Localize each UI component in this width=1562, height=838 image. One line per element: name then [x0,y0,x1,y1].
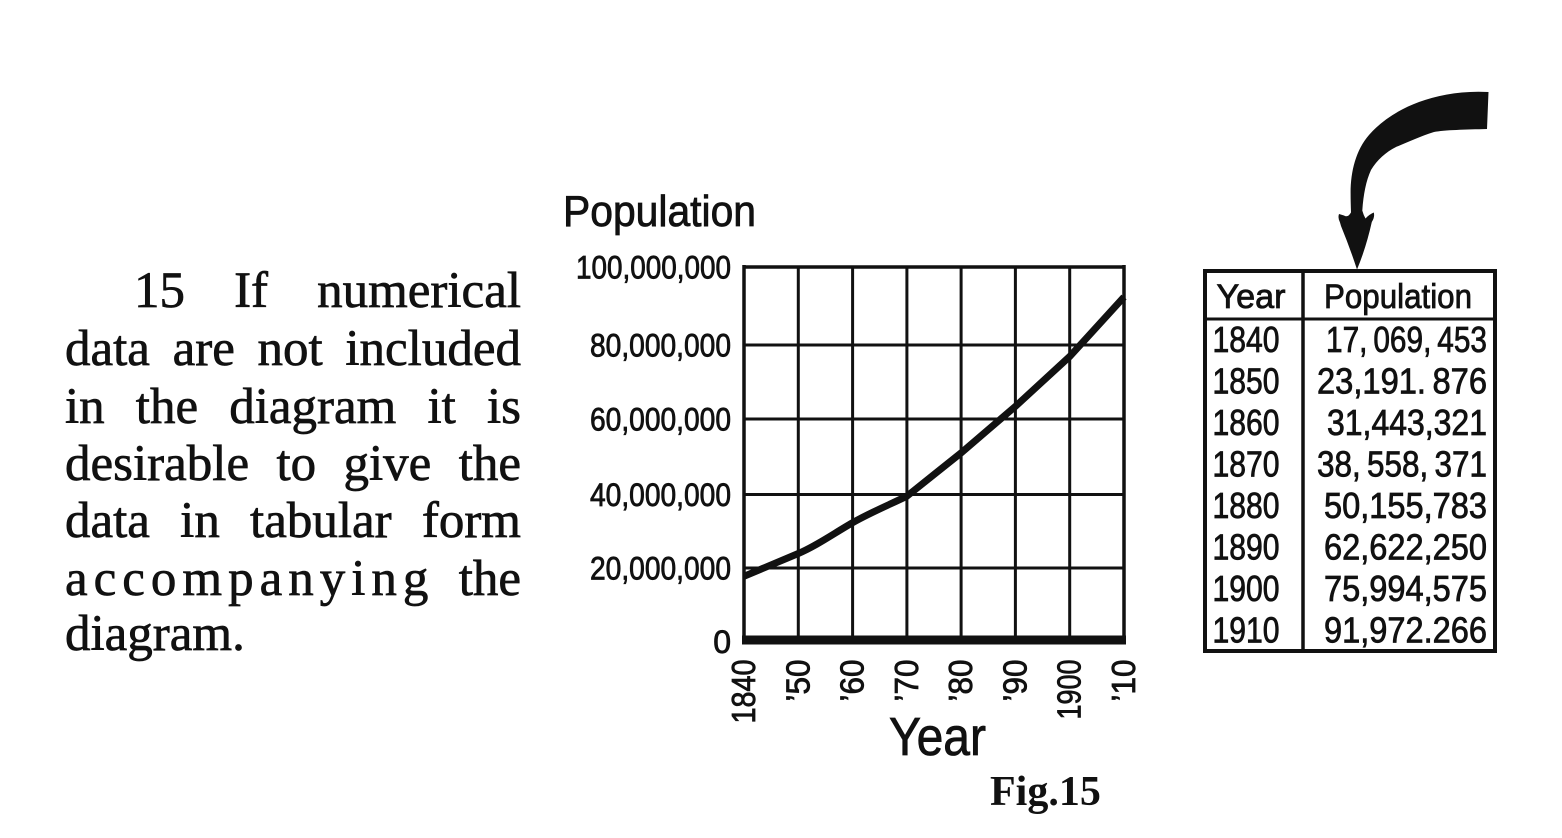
svg-text:1850: 1850 [1213,361,1280,402]
svg-text:1840: 1840 [1213,319,1280,360]
svg-text:Fig.15: Fig.15 [990,769,1101,815]
svg-text:1900: 1900 [1051,660,1088,720]
svg-text:60,000,000: 60,000,000 [590,402,731,438]
svg-text:Population: Population [563,187,756,236]
svg-text:31,443,321: 31,443,321 [1327,402,1487,443]
svg-text:17, 069, 453: 17, 069, 453 [1326,319,1487,360]
svg-text:1910: 1910 [1213,610,1280,651]
svg-text:’90: ’90 [996,660,1033,702]
svg-text:40,000,000: 40,000,000 [590,477,731,513]
svg-text:62,622,250: 62,622,250 [1324,527,1487,568]
svg-text:20,000,000: 20,000,000 [590,551,731,587]
svg-text:’60: ’60 [834,660,871,702]
svg-text:1880: 1880 [1213,485,1280,526]
svg-text:91,972.266: 91,972.266 [1324,610,1487,651]
svg-text:100,000,000: 100,000,000 [576,250,731,286]
svg-text:38, 558, 371: 38, 558, 371 [1317,444,1487,485]
svg-text:’70: ’70 [888,660,925,702]
svg-text:50,155,783: 50,155,783 [1324,485,1487,526]
svg-text:1900: 1900 [1213,568,1280,609]
svg-text:0: 0 [713,624,731,660]
svg-text:Year: Year [1217,278,1286,316]
svg-text:1890: 1890 [1213,527,1280,568]
svg-text:23,191. 876: 23,191. 876 [1317,361,1487,402]
svg-text:1860: 1860 [1213,402,1280,443]
svg-text:80,000,000: 80,000,000 [590,328,731,364]
svg-text:’10: ’10 [1105,660,1142,702]
svg-text:’50: ’50 [779,660,816,702]
svg-text:1870: 1870 [1213,444,1280,485]
svg-text:Population: Population [1324,278,1472,316]
svg-text:’80: ’80 [942,660,979,702]
svg-text:1840: 1840 [725,660,762,724]
svg-text:75,994,575: 75,994,575 [1324,568,1487,609]
svg-text:Year: Year [889,707,986,767]
